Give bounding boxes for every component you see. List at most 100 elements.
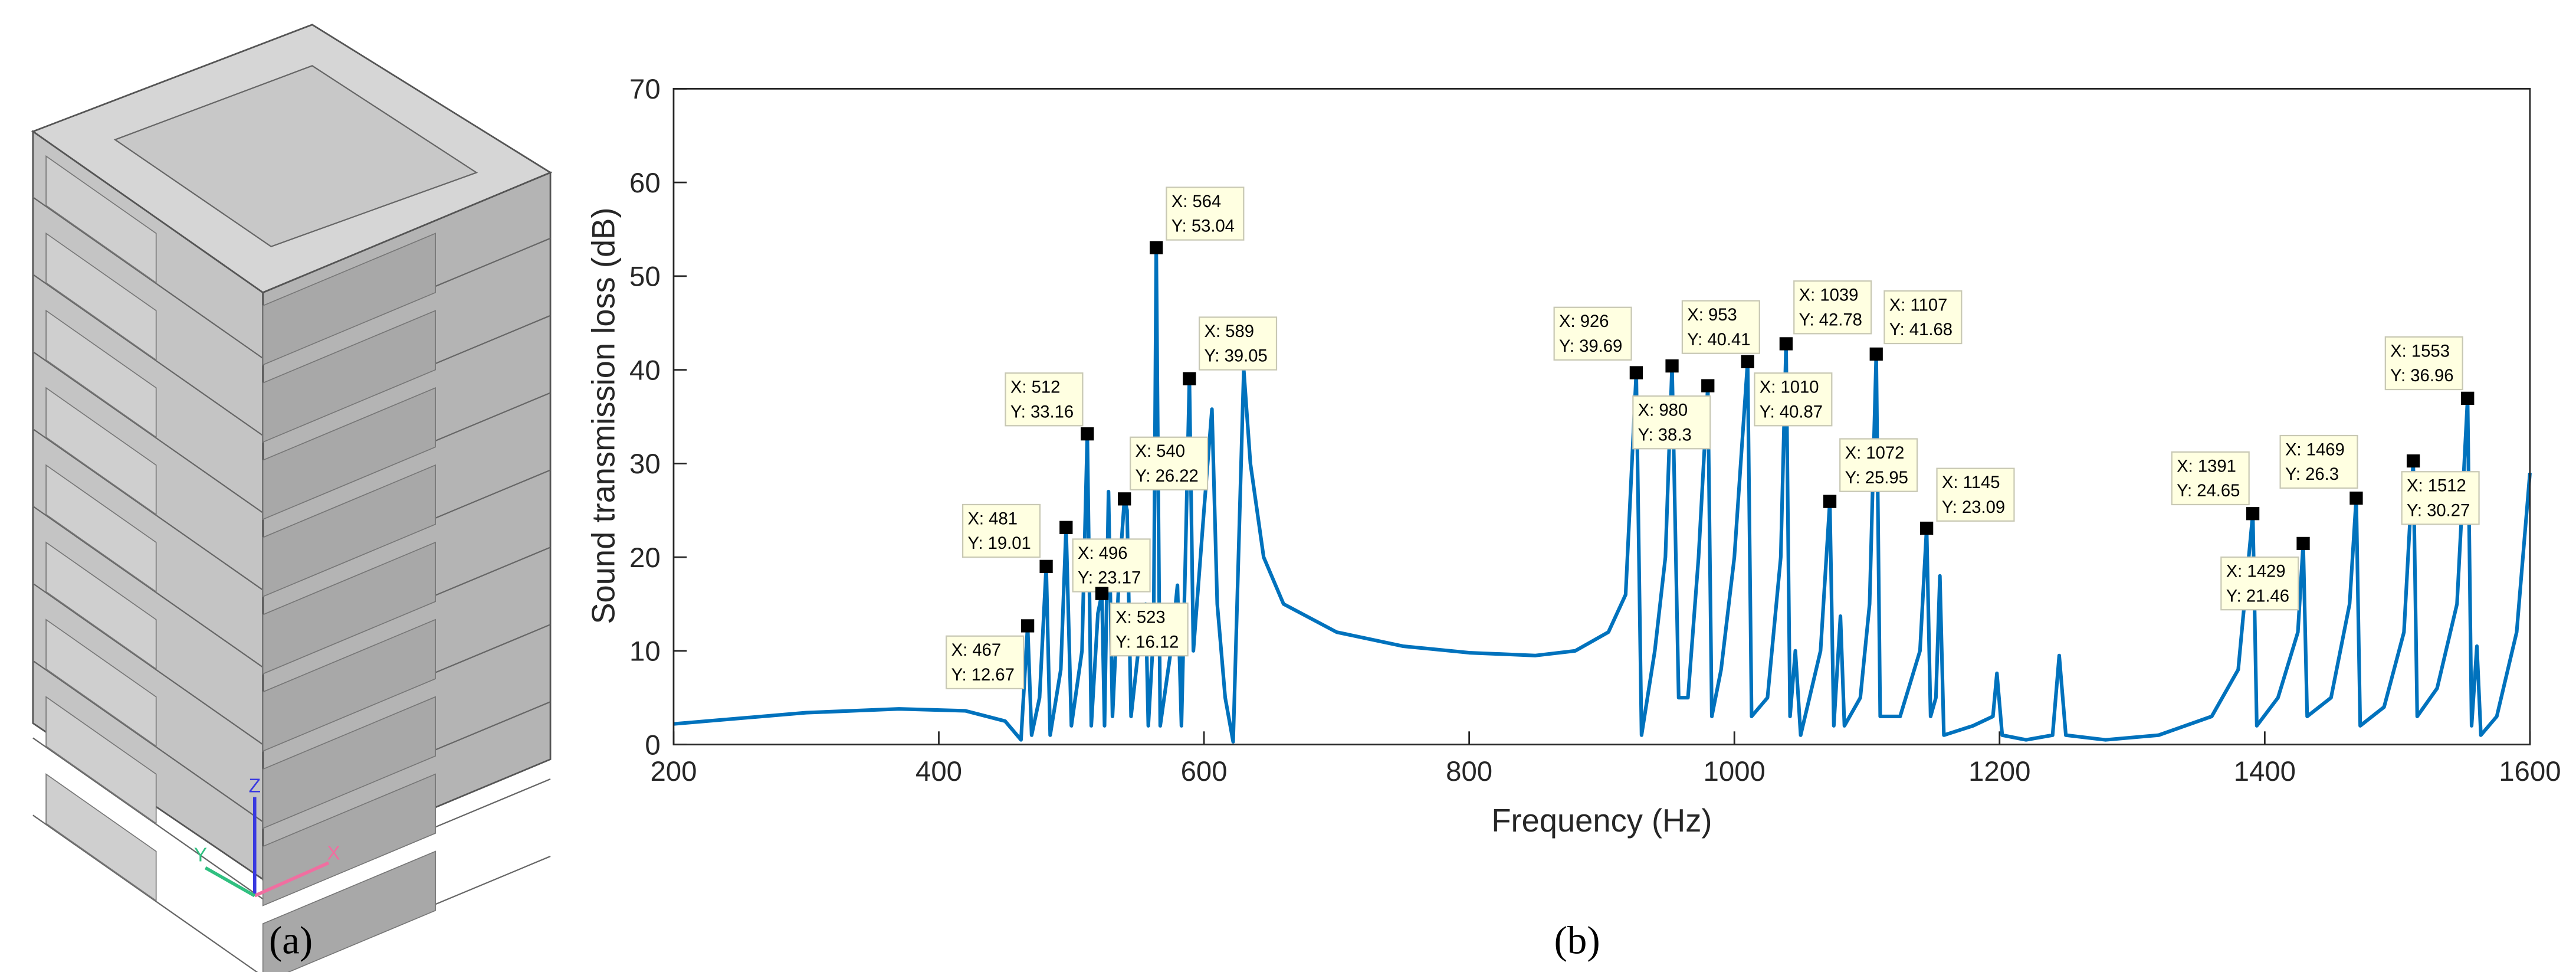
panel-label: (a) [269,918,313,962]
datatip-y: Y: 24.65 [2177,482,2240,500]
datatip-box [2401,471,2480,525]
datatip-y: Y: 38.3 [1638,426,1692,444]
y-axis-label: Sound transmission loss (dB) [586,208,622,624]
triad-axis [204,866,256,898]
datatip-y: Y: 16.12 [1115,633,1179,652]
datatip-x: X: 564 [1171,192,1222,211]
datatip-y: Y: 41.68 [1889,320,1952,339]
datatip-box [1005,372,1084,427]
line-series [673,246,2532,744]
datatip-y: Y: 40.41 [1687,330,1750,349]
datatip-x: X: 980 [1638,401,1688,420]
datatip-x: X: 1072 [1845,444,1905,463]
block-edge [32,660,264,823]
y-tick-label: 30 [629,449,661,480]
datatip-box [1553,306,1632,361]
datatip-y: Y: 23.09 [1942,498,2005,517]
block-edge [32,814,258,972]
y-tick-label: 70 [629,74,661,105]
datatip-x: X: 1145 [1942,473,2000,492]
block-edge [32,582,264,745]
datatip-x: X: 926 [1559,312,1609,331]
datatip-marker [1665,359,1679,373]
datatip-x: X: 1010 [1760,378,1819,397]
datatip-box [1632,395,1711,450]
datatip-y: Y: 12.67 [951,666,1015,685]
datatip-box [1130,436,1209,491]
datatip-y: Y: 39.05 [1204,347,1267,366]
datatip-marker [1183,372,1196,385]
block [262,850,436,972]
datatip-box [2171,451,2250,506]
x-tick-label: 1200 [1968,756,2030,787]
datatip-marker [2349,491,2363,505]
block-edge [32,351,264,513]
datatip-box [1793,280,1872,335]
block [262,233,436,366]
datatip-box [1681,300,1760,354]
y-tick-label: 0 [645,729,660,761]
datatip-marker [1095,587,1109,600]
datatip-box [946,635,1025,689]
datatip-y: Y: 40.87 [1760,402,1823,421]
datatip-x: X: 1429 [2226,562,2286,581]
datatip-box [1754,372,1833,427]
datatip-x: X: 1039 [1799,286,1859,305]
datatip-box [1072,538,1151,593]
datatip-x: X: 496 [1078,544,1128,563]
block [45,541,157,670]
datatip-x: X: 953 [1687,306,1737,325]
datatip-y: Y: 33.16 [1010,402,1074,421]
block [45,232,157,361]
datatip-y: Y: 25.95 [1845,469,1908,487]
datatip-x: X: 540 [1136,442,1186,461]
block-edge [32,274,264,436]
datatip-y: Y: 19.01 [967,534,1031,553]
datatip-marker [2246,507,2260,521]
block-edge [32,505,264,668]
datatip-y: Y: 23.17 [1078,569,1141,588]
triad-label: Z [249,775,261,797]
x-tick-label: 200 [650,756,697,787]
datatip-y: Y: 26.3 [2285,465,2339,484]
block [45,387,157,516]
block [45,464,157,593]
datatip-x: X: 1553 [2390,342,2450,361]
datatip-y: Y: 21.46 [2226,587,2289,606]
datatip-marker [1020,619,1035,633]
block-edge [32,197,264,359]
datatip-x: X: 467 [951,641,1002,660]
x-tick-label: 400 [915,756,962,787]
datatip-marker [1081,427,1094,441]
x-tick-label: 1000 [1704,756,1766,787]
datatip-marker [1701,379,1715,392]
datatip-marker [1741,355,1754,368]
datatip-x: X: 1512 [2407,477,2466,496]
datatip-marker [1823,495,1837,508]
datatip-marker [1118,492,1131,506]
datatip-marker [2461,391,2475,405]
datatip-y: Y: 26.22 [1136,467,1199,486]
datatip-marker [1779,337,1793,351]
y-tick-label: 10 [629,636,661,667]
datatip-y: Y: 39.69 [1559,337,1622,356]
datatip-box [1936,467,2015,522]
y-tick-label: 60 [629,168,661,199]
datatip-x: X: 481 [967,509,1018,528]
triad-label: X [327,843,340,865]
y-tick-label: 40 [629,355,661,386]
block [262,310,436,443]
datatip-box [1199,316,1278,371]
x-tick-label: 600 [1181,756,1228,787]
triad-axis [254,861,330,898]
datatip-marker [1919,521,1934,535]
datatip-y: Y: 53.04 [1171,217,1235,236]
datatip-box [2279,434,2358,489]
datatip-x: X: 1107 [1889,296,1948,315]
datatip-y: Y: 36.96 [2390,366,2453,385]
datatip-x: X: 589 [1204,322,1254,341]
datatip-marker [1039,559,1053,573]
datatip-x: X: 1469 [2285,440,2345,459]
datatip-y: Y: 30.27 [2407,501,2470,520]
block [262,618,436,752]
